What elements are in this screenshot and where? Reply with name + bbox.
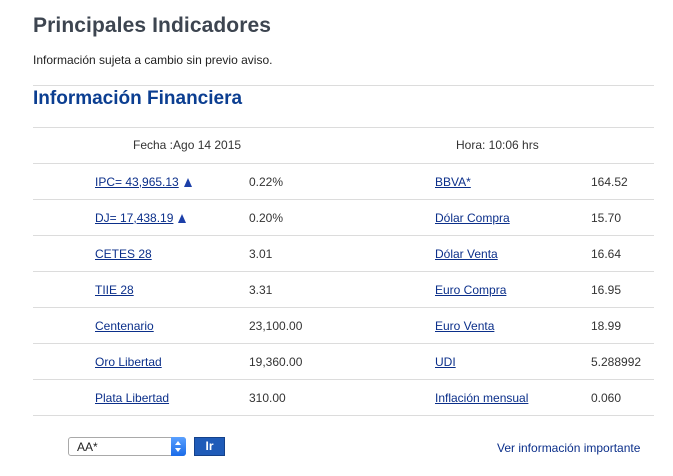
indicator-link-bbva[interactable]: BBVA*	[435, 174, 471, 189]
go-button[interactable]: Ir	[194, 437, 225, 456]
indicator-value: 0.20%	[249, 199, 435, 236]
indicator-value: 310.00	[249, 379, 435, 416]
indicator-value: 15.70	[591, 199, 654, 236]
section-title: Información Financiera	[33, 88, 243, 109]
indicator-link-tiie[interactable]: TIIE 28	[95, 282, 134, 297]
indicator-value: 23,100.00	[249, 307, 435, 344]
indicator-link-dolar-venta[interactable]: Dólar Venta	[435, 246, 498, 261]
indicators-table: IPC= 43,965.13 0.22% BBVA* 164.52 DJ= 17…	[33, 163, 654, 416]
indicator-value: 16.64	[591, 235, 654, 272]
page-subtitle: Información sujeta a cambio sin previo a…	[33, 53, 273, 67]
indicator-link-inflacion-mensual[interactable]: Inflación mensual	[435, 390, 529, 405]
indicator-value: 16.95	[591, 271, 654, 308]
indicator-link-plata-libertad[interactable]: Plata Libertad	[95, 390, 170, 405]
table-row: Plata Libertad 310.00 Inflación mensual …	[33, 379, 654, 416]
arrow-up-icon	[178, 213, 187, 223]
select-stepper-icon[interactable]	[171, 437, 186, 456]
select-value: AA*	[77, 440, 98, 454]
indicator-link-cetes[interactable]: CETES 28	[95, 246, 152, 261]
chevron-up-icon	[175, 441, 181, 445]
table-row: Centenario 23,100.00 Euro Venta 18.99	[33, 307, 654, 344]
indicator-value: 5.288992	[591, 343, 654, 380]
indicator-value: 3.01	[249, 235, 435, 272]
indicator-link-oro-libertad[interactable]: Oro Libertad	[95, 354, 162, 369]
indicator-link-dolar-compra[interactable]: Dólar Compra	[435, 210, 510, 225]
divider	[33, 85, 654, 86]
page-title: Principales Indicadores	[33, 14, 272, 37]
time-label: Hora: 10:06 hrs	[456, 138, 539, 152]
table-row: CETES 28 3.01 Dólar Venta 16.64	[33, 235, 654, 272]
date-label: Fecha :Ago 14 2015	[133, 138, 242, 152]
indicator-link-dj[interactable]: DJ= 17,438.19	[95, 210, 174, 225]
important-info-link[interactable]: Ver información importante	[497, 441, 641, 455]
indicator-link-euro-venta[interactable]: Euro Venta	[435, 318, 495, 333]
indicator-link-ipc[interactable]: IPC= 43,965.13	[95, 174, 179, 189]
table-row: DJ= 17,438.19 0.20% Dólar Compra 15.70	[33, 199, 654, 236]
date-row: Fecha :Ago 14 2015 Hora: 10:06 hrs	[33, 128, 654, 163]
indicator-value: 3.31	[249, 271, 435, 308]
chevron-down-icon	[175, 448, 181, 452]
table-row: IPC= 43,965.13 0.22% BBVA* 164.52	[33, 163, 654, 200]
indicator-link-udi[interactable]: UDI	[435, 354, 456, 369]
indicator-value: 19,360.00	[249, 343, 435, 380]
indicator-select[interactable]: AA*	[68, 437, 186, 456]
table-row: Oro Libertad 19,360.00 UDI 5.288992	[33, 343, 654, 380]
arrow-up-icon	[183, 177, 192, 187]
table-row: TIIE 28 3.31 Euro Compra 16.95	[33, 271, 654, 308]
indicator-link-euro-compra[interactable]: Euro Compra	[435, 282, 507, 297]
indicator-value: 0.22%	[249, 163, 435, 200]
divider	[33, 127, 654, 128]
indicator-link-centenario[interactable]: Centenario	[95, 318, 154, 333]
indicator-value: 164.52	[591, 163, 654, 200]
indicator-value: 18.99	[591, 307, 654, 344]
indicator-value: 0.060	[591, 379, 654, 416]
